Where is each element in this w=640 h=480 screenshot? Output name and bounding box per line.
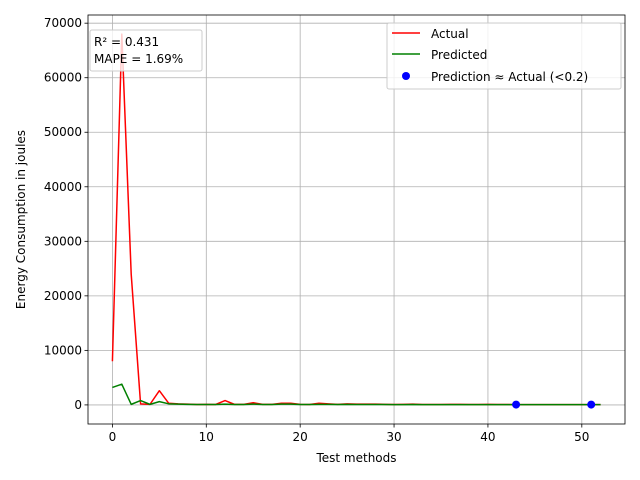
stats-mape: MAPE = 1.69% [94,52,183,66]
x-tick-label: 50 [574,430,589,444]
series-layer [111,33,601,409]
y-tick-label: 70000 [44,16,82,30]
x-tick-label: 0 [109,430,117,444]
legend-label-actual: Actual [431,27,469,41]
x-tick-label: 20 [293,430,308,444]
y-tick-label: 50000 [44,125,82,139]
y-tick-label: 30000 [44,234,82,248]
x-axis-ticks: 0 10 20 30 40 50 [109,424,589,444]
legend: Actual Predicted Prediction ≈ Actual (<0… [386,22,622,90]
y-tick-label: 60000 [44,71,82,85]
legend-box [386,22,622,90]
y-tick-label: 10000 [44,343,82,357]
stats-annotation-box [89,29,203,72]
x-axis-label: Test methods [315,451,396,465]
plot-frame [87,14,626,425]
y-tick-label: 20000 [44,289,82,303]
legend-label-predicted: Predicted [431,48,487,62]
y-tick-label: 0 [74,398,82,412]
match-point [512,400,521,409]
x-tick-label: 40 [480,430,495,444]
x-tick-label: 30 [386,430,401,444]
stats-annotation: R² = 0.431 MAPE = 1.69% [89,29,203,72]
match-point [587,400,596,409]
y-axis-label: Energy Consumption in joules [14,130,28,309]
stats-r-squared: R² = 0.431 [94,35,159,49]
legend-label-match: Prediction ≈ Actual (<0.2) [431,70,588,84]
legend-swatch-match [402,72,410,80]
y-axis-ticks: 0 10000 20000 30000 40000 50000 60000 70000 [44,16,88,412]
grid-lines [88,15,625,424]
x-tick-label: 10 [199,430,214,444]
y-tick-label: 40000 [44,180,82,194]
